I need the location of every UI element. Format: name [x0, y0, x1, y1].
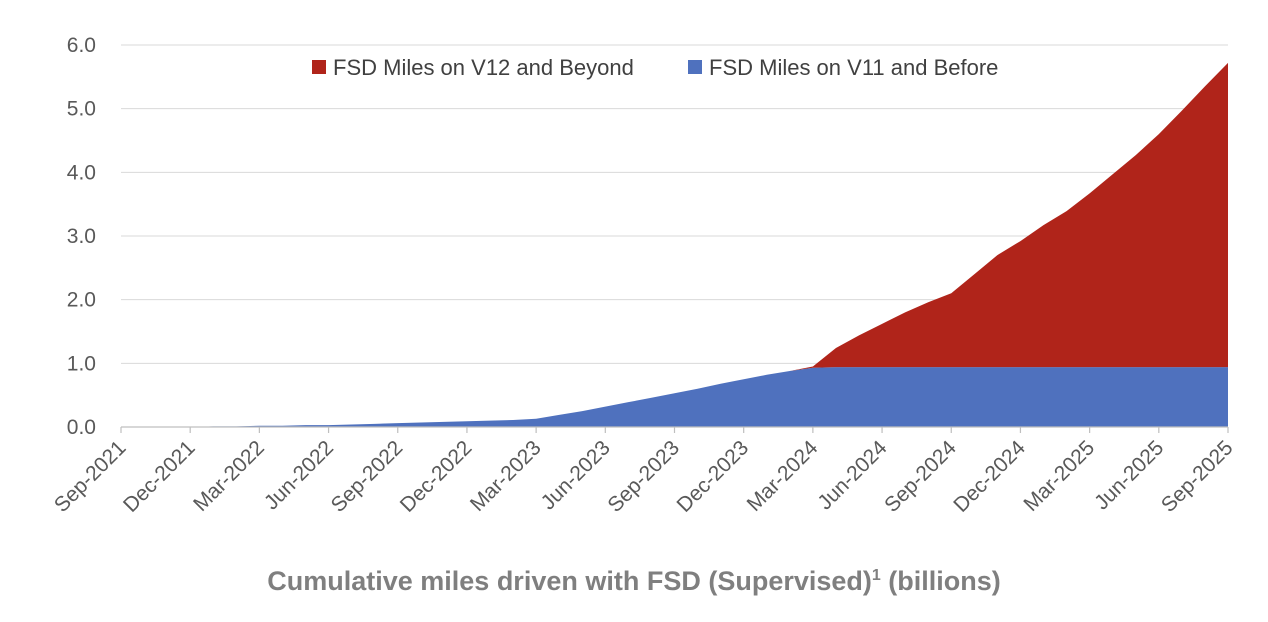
x-tick-label: Sep-2023	[603, 436, 684, 517]
x-tick-label: Sep-2025	[1157, 436, 1238, 517]
x-tick-label: Dec-2021	[119, 436, 200, 517]
y-axis-tick-labels: 0.0 1.0 2.0 3.0 4.0 5.0 6.0	[67, 34, 96, 439]
area-series	[121, 62, 1228, 427]
axes	[120, 426, 1229, 433]
x-tick-label: Jun-2024	[813, 436, 891, 514]
y-tick-label: 1.0	[67, 352, 96, 375]
y-tick-label: 3.0	[67, 225, 96, 248]
x-tick-label: Jun-2023	[537, 436, 615, 514]
chart-caption: Cumulative miles driven with FSD (Superv…	[0, 566, 1268, 597]
x-tick-label: Mar-2023	[466, 436, 546, 516]
x-tick-label: Sep-2022	[327, 436, 408, 517]
legend-label: FSD Miles on V11 and Before	[709, 55, 998, 80]
x-tick-label: Mar-2025	[1019, 436, 1099, 516]
x-tick-label: Sep-2024	[880, 436, 961, 517]
x-axis-tick-labels: Sep-2021Dec-2021Mar-2022Jun-2022Sep-2022…	[50, 436, 1238, 517]
x-tick-label: Mar-2022	[189, 436, 269, 516]
area-series-1	[121, 367, 1228, 427]
x-tick-label: Dec-2024	[949, 436, 1030, 517]
x-tick-label: Dec-2023	[673, 436, 754, 517]
legend-swatch	[312, 60, 326, 74]
x-tick-label: Dec-2022	[396, 436, 477, 517]
x-tick-label: Jun-2022	[260, 436, 338, 514]
caption-footnote-marker: 1	[871, 567, 881, 584]
y-tick-label: 4.0	[67, 161, 96, 184]
x-tick-label: Sep-2021	[50, 436, 131, 517]
y-tick-label: 6.0	[67, 34, 96, 57]
x-tick-label: Jun-2025	[1090, 436, 1168, 514]
y-tick-label: 5.0	[67, 98, 96, 121]
legend-label: FSD Miles on V12 and Beyond	[333, 55, 634, 80]
y-tick-label: 2.0	[67, 289, 96, 312]
legend: FSD Miles on V12 and Beyond FSD Miles on …	[312, 55, 998, 80]
x-tick-label: Mar-2024	[743, 436, 823, 516]
area-series-2	[121, 62, 1228, 427]
y-tick-label: 0.0	[67, 416, 96, 439]
caption-suffix: (billions)	[880, 566, 1001, 596]
caption-main: Cumulative miles driven with FSD (Superv…	[267, 566, 872, 596]
legend-swatch	[688, 60, 702, 74]
